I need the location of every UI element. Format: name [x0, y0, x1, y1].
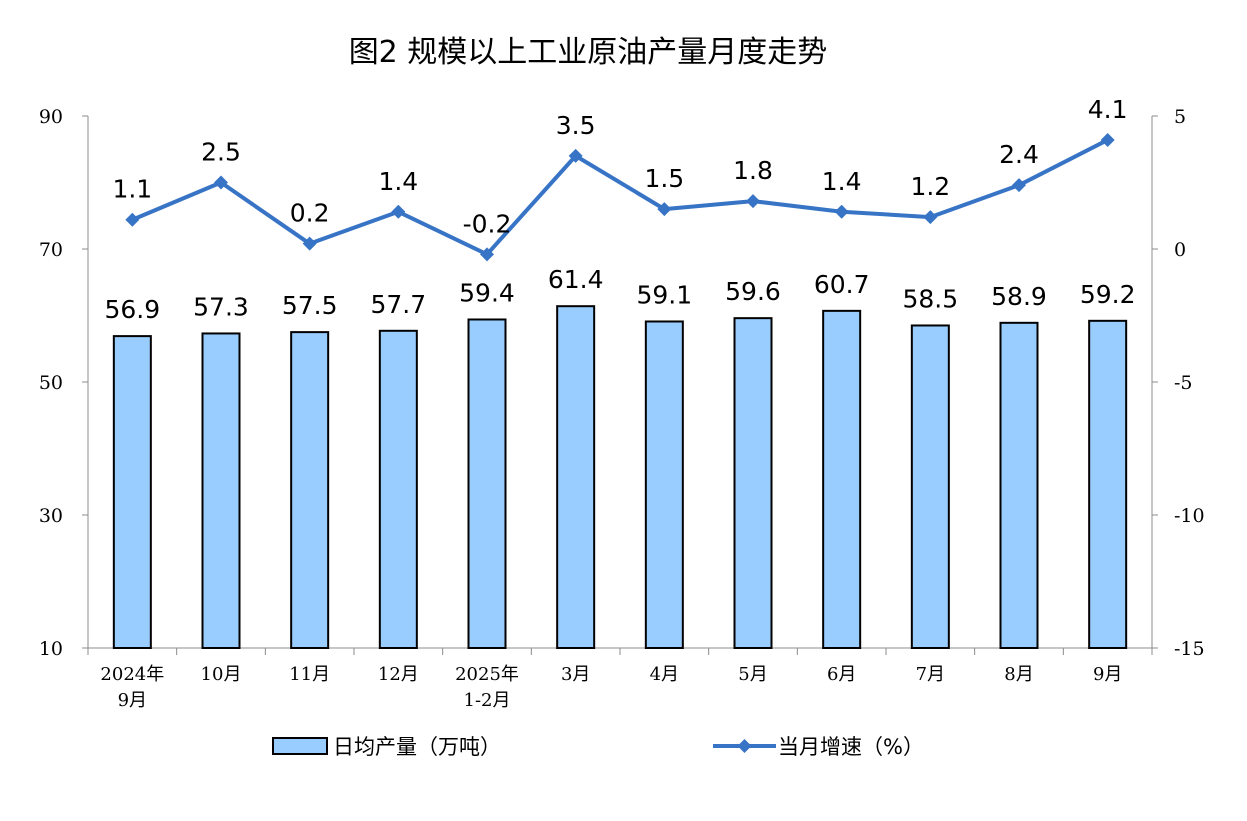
bar-data-label: 58.9 — [991, 282, 1047, 311]
bar — [290, 331, 330, 649]
chart-title: 图2 规模以上工业原油产量月度走势 — [349, 35, 828, 70]
x-tick-label: 11月 — [289, 664, 330, 685]
x-tick-label: 8月 — [1004, 664, 1033, 685]
bar — [999, 321, 1039, 649]
bar-data-label: 59.2 — [1080, 280, 1136, 309]
line-point-marker — [568, 148, 583, 163]
bar-data-label: 57.7 — [370, 290, 426, 319]
legend-line-marker — [737, 739, 752, 753]
x-tick-label: 6月 — [827, 664, 856, 685]
y-right-tick-label: -5 — [1174, 372, 1193, 394]
bar-data-label: 56.9 — [104, 295, 160, 324]
data-labels: 56.9 57.3 57.5 57.7 59.4 61.4 59.1 59.6 60.7 58.5… — [104, 95, 1135, 324]
x-tick-label: 10月 — [201, 664, 242, 685]
line-data-label: 1.4 — [822, 167, 862, 196]
y-left-tick-label: 30 — [39, 505, 63, 527]
x-tick-label: 7月 — [916, 664, 945, 685]
line-point-marker — [834, 204, 849, 219]
y-right-tick-label: 0 — [1174, 239, 1186, 261]
line-point-marker — [1100, 132, 1115, 147]
bar — [112, 335, 152, 649]
bar — [201, 332, 241, 649]
bar-data-label: 60.7 — [814, 270, 870, 299]
bar-data-label: 57.5 — [282, 291, 338, 320]
line-point-marker — [657, 202, 672, 217]
x-tick-label: 3月 — [561, 664, 590, 685]
x-tick-label: 5月 — [738, 664, 767, 685]
bar-data-label: 61.4 — [548, 265, 604, 294]
line-point-marker — [746, 194, 760, 209]
y-left-tick-label: 50 — [39, 372, 63, 394]
legend: 日均产量（万吨） 当月增速（%） — [272, 735, 924, 759]
x-tick-label: 1-2月 — [464, 690, 511, 711]
bar-data-label: 59.6 — [725, 277, 781, 306]
line-data-label: 2.4 — [999, 140, 1039, 169]
line-data-label: 1.2 — [910, 172, 950, 201]
y-right-tick-label: -10 — [1174, 505, 1205, 527]
y-left-tick-label: 10 — [39, 638, 63, 660]
line-point-marker — [480, 247, 494, 262]
line-data-label: 1.1 — [112, 175, 152, 204]
x-tick-label: 9月 — [1093, 664, 1122, 685]
bar — [910, 324, 950, 649]
legend-line-label: 当月增速（%） — [778, 735, 924, 759]
x-tick-label: 2024年 — [100, 664, 164, 685]
line-data-label: 2.5 — [201, 138, 241, 167]
legend-bar-swatch — [272, 737, 328, 755]
line-data-label: -0.2 — [463, 209, 512, 238]
bar — [1088, 319, 1128, 649]
bar — [644, 320, 684, 649]
line-data-label: 0.2 — [290, 199, 330, 228]
y-right-tick-label: -15 — [1174, 638, 1205, 660]
bar-data-label: 59.4 — [459, 278, 515, 307]
bar — [733, 317, 773, 649]
x-tick-label: 12月 — [378, 664, 419, 685]
bar-data-label: 59.1 — [636, 280, 692, 309]
line-point-marker — [302, 236, 317, 251]
line-data-label: 4.1 — [1088, 95, 1128, 124]
y-left-tick-label: 90 — [39, 106, 63, 128]
line-point-marker — [214, 175, 228, 190]
line-point-marker — [125, 212, 140, 227]
x-tick-label: 4月 — [650, 664, 679, 685]
y-right-tick-label: 5 — [1174, 106, 1186, 128]
bar-series — [112, 305, 1128, 649]
bar — [822, 309, 862, 649]
bar — [378, 329, 418, 649]
line-series — [125, 132, 1115, 262]
legend-bar-label: 日均产量（万吨） — [333, 735, 501, 759]
line-path — [131, 138, 1109, 257]
bar-data-label: 57.3 — [193, 292, 249, 321]
line-data-label: 1.8 — [733, 156, 773, 185]
line-data-label: 3.5 — [556, 111, 596, 140]
line-point-marker — [391, 204, 406, 219]
bar — [467, 318, 507, 649]
line-point-marker — [1012, 178, 1026, 193]
line-data-label: 1.5 — [644, 164, 684, 193]
line-point-marker — [923, 210, 938, 225]
x-tick-label: 2025年 — [455, 664, 519, 685]
bar — [556, 305, 596, 649]
bar-data-label: 58.5 — [902, 284, 958, 313]
y-left-tick-label: 70 — [39, 239, 63, 261]
x-tick-label: 9月 — [118, 690, 147, 711]
line-data-label: 1.4 — [378, 167, 418, 196]
axes: 10 30 50 70 90 -15 -10 -5 0 5 2024年 9月 10月 11月 12月 2025… — [39, 106, 1205, 711]
